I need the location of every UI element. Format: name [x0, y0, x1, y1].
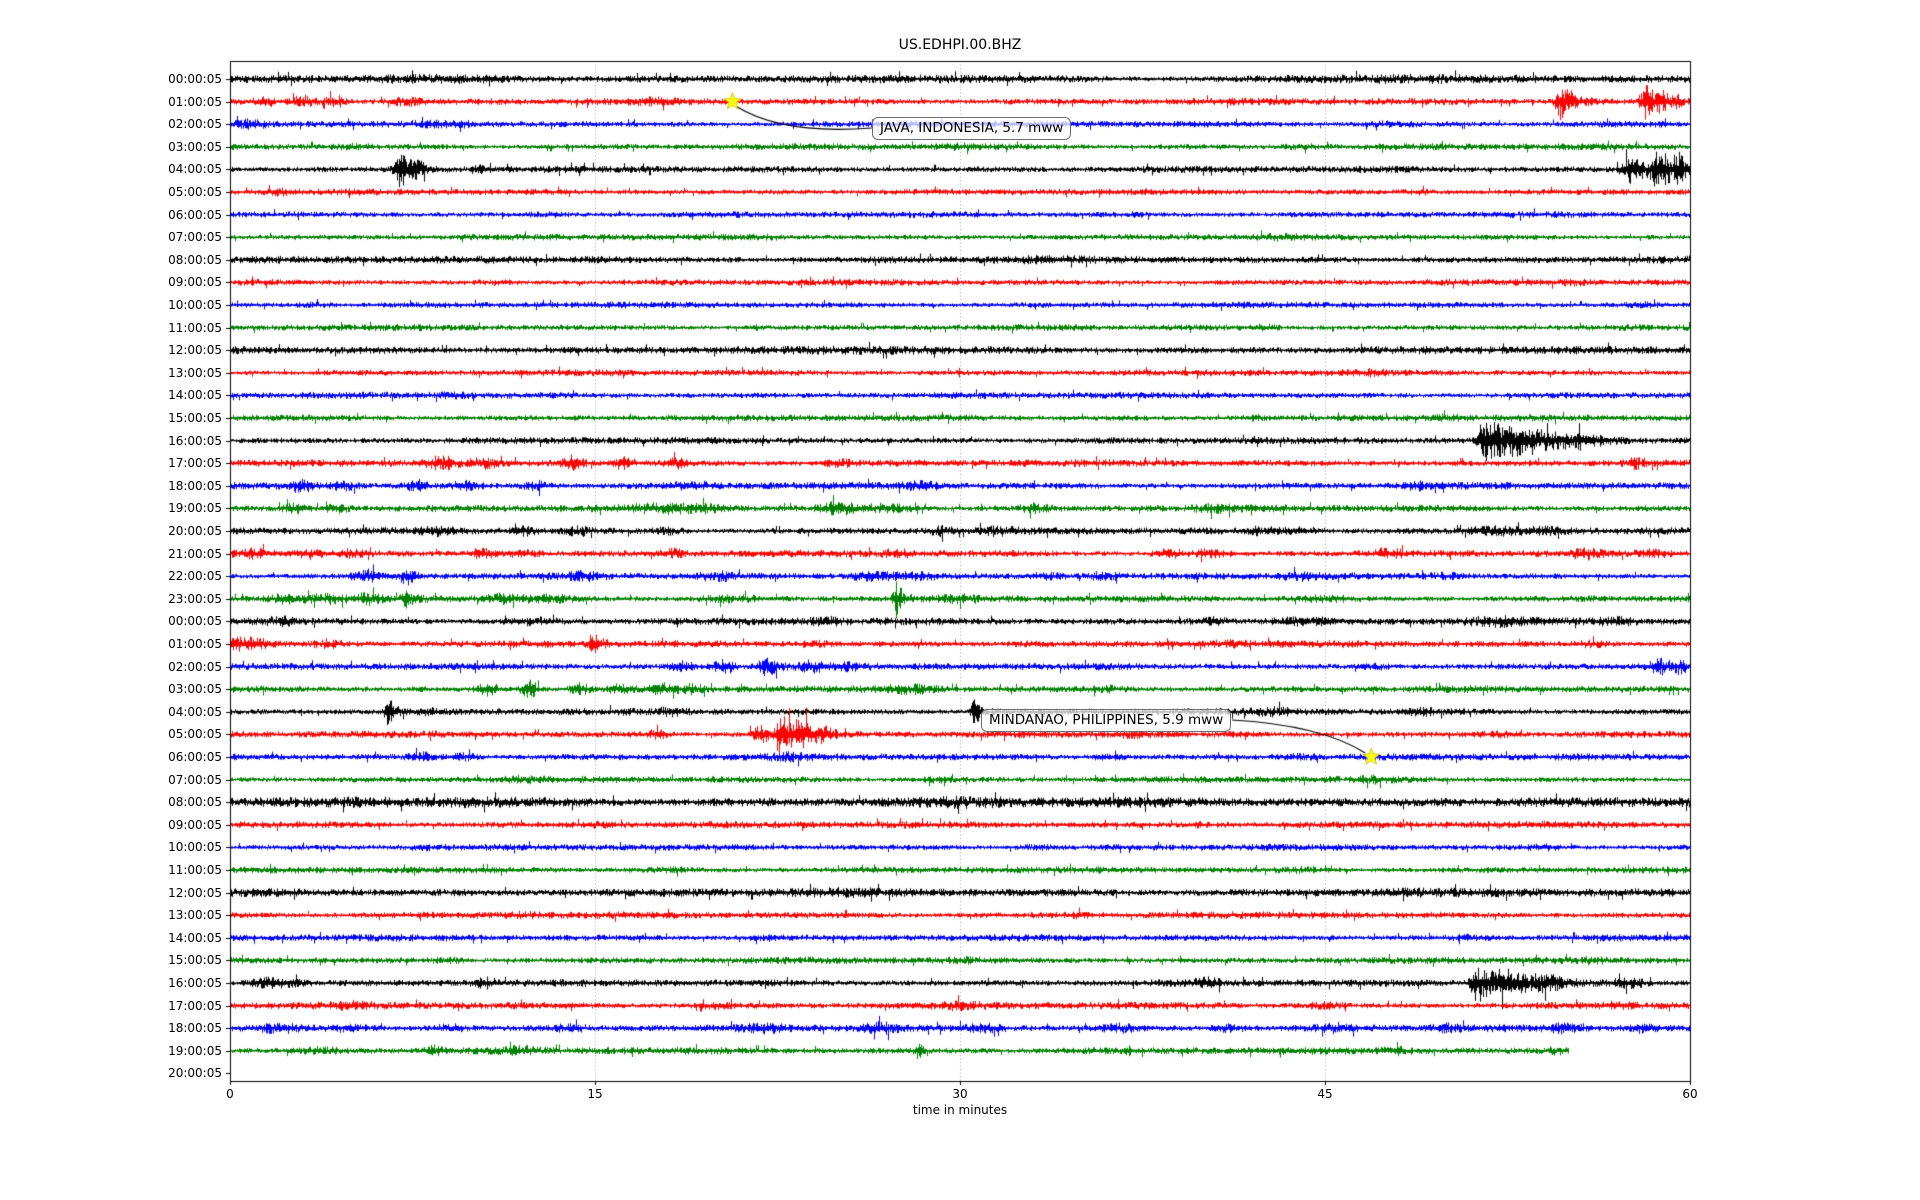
y-tick-label: 13:00:05 — [168, 365, 222, 380]
y-tick-label: 21:00:05 — [168, 546, 222, 561]
x-tick-label: 45 — [1317, 1087, 1333, 1101]
y-tick-label: 17:00:05 — [168, 998, 222, 1013]
y-tick-label: 12:00:05 — [168, 343, 222, 358]
y-tick-label: 01:00:05 — [168, 637, 222, 651]
y-tick-label: 12:00:05 — [168, 885, 222, 900]
y-tick-label: 18:00:05 — [168, 478, 222, 493]
x-tick-label: 30 — [952, 1087, 968, 1101]
y-tick-label: 02:00:05 — [168, 117, 222, 132]
y-tick-label: 10:00:05 — [168, 298, 222, 312]
y-tick-label: 11:00:05 — [168, 863, 222, 877]
y-tick-label: 08:00:05 — [168, 252, 222, 267]
y-tick-label: 16:00:05 — [168, 433, 222, 448]
x-tick-label: 0 — [226, 1087, 234, 1101]
plot-title: US.EDHPI.00.BHZ — [898, 37, 1022, 53]
y-tick-label: 07:00:05 — [168, 772, 222, 787]
y-tick-label: 20:00:05 — [168, 1066, 222, 1081]
y-tick-label: 03:00:05 — [168, 682, 222, 697]
annotation-mindanao-philippines: MINDANAO, PHILIPPINES, 5.9 mww — [981, 709, 1232, 732]
y-tick-label: 00:00:05 — [168, 72, 222, 86]
y-tick-label: 14:00:05 — [168, 930, 222, 945]
y-tick-label: 20:00:05 — [168, 524, 222, 538]
y-tick-label: 15:00:05 — [168, 953, 222, 968]
y-tick-label: 17:00:05 — [168, 456, 222, 471]
y-tick-label: 08:00:05 — [168, 795, 222, 810]
y-tick-label: 05:00:05 — [168, 185, 222, 199]
y-tick-label: 19:00:05 — [168, 501, 222, 516]
x-axis-title: time in minutes — [912, 1103, 1008, 1117]
y-tick-label: 03:00:05 — [168, 139, 222, 154]
y-tick-label: 00:00:05 — [168, 614, 222, 629]
y-tick-label: 05:00:05 — [168, 727, 222, 742]
x-tick-label: 15 — [587, 1087, 603, 1101]
y-tick-label: 06:00:05 — [168, 750, 222, 764]
y-tick-label: 10:00:05 — [168, 840, 222, 855]
y-tick-label: 22:00:05 — [168, 569, 222, 584]
y-tick-label: 13:00:05 — [168, 908, 222, 923]
y-tick-label: 23:00:05 — [168, 591, 222, 606]
y-tick-label: 14:00:05 — [168, 388, 222, 403]
y-tick-label: 15:00:05 — [168, 411, 222, 425]
y-tick-label: 06:00:05 — [168, 207, 222, 222]
y-tick-label: 19:00:05 — [168, 1043, 222, 1058]
y-tick-label: 16:00:05 — [168, 976, 222, 990]
y-tick-label: 04:00:05 — [168, 704, 222, 719]
annotation-java-indonesia: JAVA, INDONESIA, 5.7 mww — [872, 117, 1072, 140]
y-tick-label: 02:00:05 — [168, 659, 222, 674]
y-tick-label: 04:00:05 — [168, 162, 222, 177]
x-tick-label: 60 — [1682, 1087, 1698, 1101]
y-tick-label: 11:00:05 — [168, 320, 222, 335]
y-tick-label: 01:00:05 — [168, 94, 222, 109]
y-tick-label: 09:00:05 — [168, 817, 222, 832]
y-tick-label: 07:00:05 — [168, 230, 222, 245]
y-tick-label: 18:00:05 — [168, 1021, 222, 1036]
y-tick-label: 09:00:05 — [168, 275, 222, 290]
